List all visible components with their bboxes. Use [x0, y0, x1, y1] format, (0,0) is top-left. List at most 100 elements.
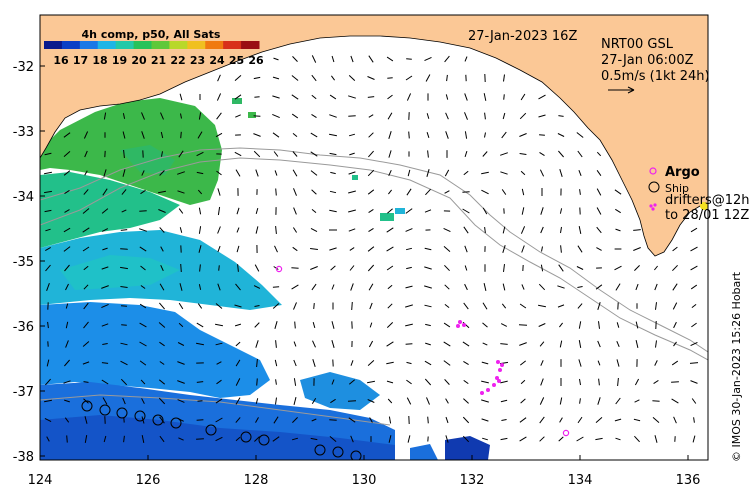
current-vector [45, 264, 51, 272]
current-vector [500, 399, 508, 403]
current-vector [482, 342, 488, 346]
current-vector [519, 133, 527, 137]
current-vector [578, 225, 582, 235]
current-vector [199, 264, 201, 272]
current-vector [462, 341, 470, 347]
current-vector [407, 435, 411, 443]
current-vector [82, 227, 90, 233]
current-vector [596, 170, 602, 176]
current-vector [234, 151, 242, 157]
current-vector [254, 436, 260, 442]
current-vector [256, 378, 258, 386]
current-vector [198, 245, 202, 253]
current-vector [481, 171, 489, 175]
current-vector [463, 302, 469, 310]
current-vector [481, 418, 489, 422]
current-vector [559, 322, 563, 328]
current-vector [368, 114, 374, 118]
current-vector [503, 74, 505, 82]
current-vector [521, 284, 525, 290]
current-vector [672, 302, 678, 310]
current-vector [291, 113, 299, 119]
current-vector [577, 416, 583, 424]
current-vector [368, 55, 374, 63]
current-vector [484, 112, 486, 120]
current-vector [579, 189, 581, 195]
current-vector [348, 417, 356, 423]
current-vector [44, 417, 52, 423]
current-vector [692, 435, 696, 443]
current-vector [597, 302, 601, 310]
current-vector [369, 302, 373, 310]
current-vector [368, 283, 374, 291]
current-vector [329, 190, 337, 194]
current-vector [122, 113, 126, 119]
current-vector [425, 74, 431, 82]
current-vector [177, 399, 185, 403]
current-vector [217, 74, 221, 82]
current-vector [444, 264, 450, 272]
current-vector [329, 152, 337, 156]
current-vector [576, 436, 584, 442]
current-vector [673, 341, 677, 347]
current-vector [139, 360, 147, 366]
current-vector [236, 227, 240, 233]
current-vector [140, 189, 146, 195]
plot-frame [39, 14, 709, 461]
current-vector [367, 169, 375, 177]
current-vector [159, 227, 165, 233]
current-vector [672, 264, 678, 272]
current-vector [425, 323, 431, 327]
current-vector [386, 56, 394, 62]
current-vector [464, 131, 468, 139]
current-vector [501, 189, 507, 195]
current-vector [101, 379, 109, 385]
current-vector [312, 340, 316, 348]
current-vector [443, 246, 451, 252]
current-vector [101, 362, 109, 364]
current-vector [424, 266, 432, 270]
current-vector [520, 170, 526, 176]
current-vector [538, 94, 546, 100]
current-vector [63, 151, 71, 157]
colorbar-tick-label: 17 [73, 54, 88, 67]
current-vector [367, 76, 375, 80]
current-vector [235, 169, 241, 177]
current-vector [500, 380, 508, 384]
colorbar-swatch [61, 41, 81, 49]
current-vector [464, 56, 468, 62]
current-vector [82, 208, 90, 214]
legend-ship: Ship [665, 182, 689, 195]
current-vector [255, 207, 259, 215]
current-vector [540, 207, 544, 215]
colorbar-swatch [169, 41, 188, 49]
current-vector [539, 134, 545, 136]
current-vector [330, 75, 336, 81]
current-vector [539, 169, 545, 177]
grey-tracks [40, 147, 708, 426]
current-vector [424, 209, 432, 213]
current-vector [234, 75, 242, 81]
current-vector [216, 379, 222, 385]
current-vector [197, 303, 203, 309]
current-vector [141, 398, 145, 404]
current-vector [595, 437, 603, 441]
current-vector [216, 93, 222, 101]
current-vector [82, 246, 90, 252]
current-vector [120, 229, 128, 231]
current-vector [596, 207, 602, 215]
current-vector [44, 209, 52, 213]
current-vector [330, 171, 336, 175]
current-vector [83, 284, 89, 290]
current-vector [538, 304, 546, 308]
current-vector [579, 378, 581, 386]
current-vector [406, 266, 412, 270]
current-vector [481, 189, 489, 195]
current-vector [330, 265, 336, 271]
current-vector [121, 324, 127, 326]
current-vector [160, 112, 164, 120]
current-vector [445, 416, 449, 424]
current-vector [387, 398, 393, 404]
current-vector [558, 115, 564, 117]
